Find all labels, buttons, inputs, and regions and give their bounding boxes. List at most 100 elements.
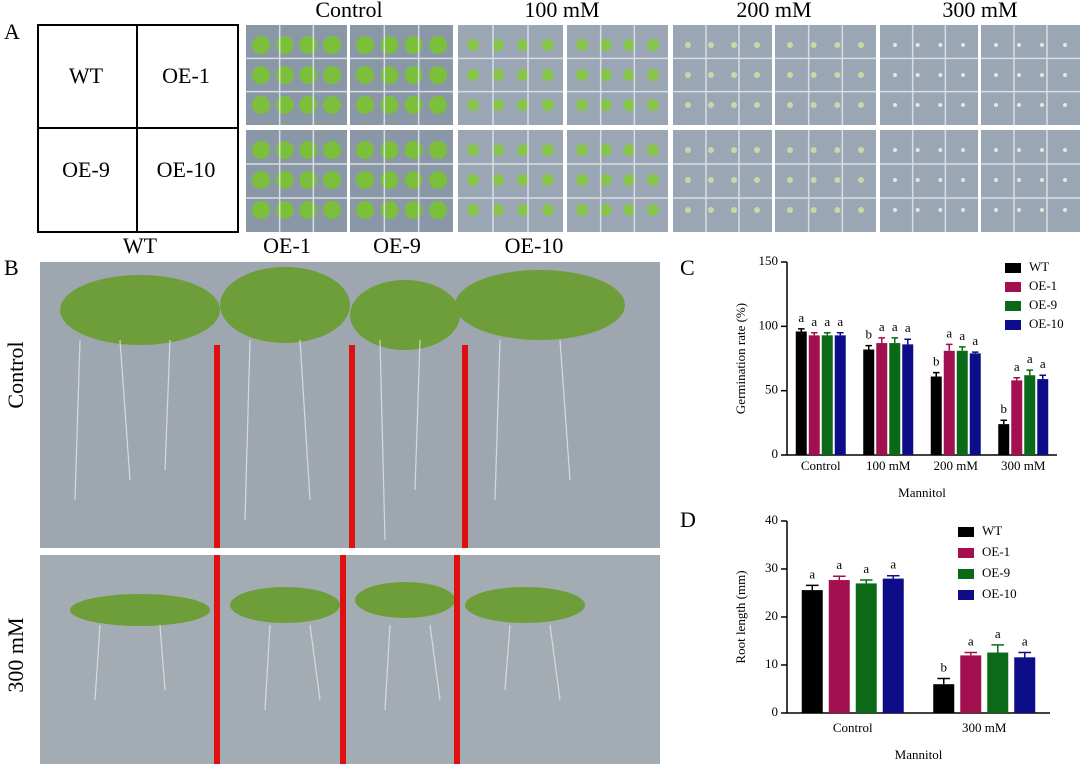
- y-tick-label: 50: [765, 382, 778, 397]
- seedling: [961, 73, 965, 77]
- seedling: [517, 204, 529, 216]
- bar: [943, 350, 955, 455]
- seedling: [492, 144, 504, 156]
- panel-label: D: [680, 507, 696, 532]
- y-tick-label: 100: [759, 317, 779, 332]
- seedling: [299, 36, 318, 54]
- y-tick-label: 30: [765, 560, 778, 575]
- seedling: [858, 147, 864, 153]
- bar: [876, 343, 888, 455]
- error-bar: [937, 677, 951, 685]
- seedling: [810, 102, 817, 108]
- seedling: [323, 171, 341, 189]
- error-bar: [971, 351, 979, 354]
- seedling: [542, 99, 554, 111]
- seedling: [404, 36, 423, 54]
- seedling: [915, 73, 920, 77]
- x-tick-label: 200 mM: [934, 458, 979, 473]
- significance-letter: a: [811, 314, 817, 329]
- significance-letter: b: [1001, 401, 1008, 416]
- y-tick-label: 0: [772, 704, 779, 719]
- x-tick-label: Control: [833, 720, 873, 735]
- seedling: [915, 208, 920, 212]
- legend-swatch: [958, 590, 974, 600]
- bar: [821, 335, 833, 455]
- seedling: [754, 72, 760, 78]
- error-bar: [836, 332, 844, 336]
- seedling: [517, 69, 529, 81]
- seedling: [685, 177, 691, 183]
- y-tick-label: 150: [759, 253, 779, 268]
- seedling: [542, 39, 554, 51]
- seedling: [893, 148, 897, 152]
- seedling: [685, 72, 691, 78]
- error-bar: [991, 644, 1005, 653]
- key-label: OE-9: [62, 157, 110, 182]
- legend-label: OE-1: [982, 544, 1010, 559]
- significance-letter: a: [809, 566, 815, 581]
- plate-photo: [40, 555, 660, 764]
- seedling: [517, 144, 529, 156]
- seedling: [429, 171, 447, 189]
- condition-label: 200 mM: [736, 0, 811, 22]
- seedling: [275, 201, 294, 219]
- legend-label: OE-1: [1029, 278, 1057, 293]
- error-bar: [859, 579, 873, 584]
- seedling: [517, 39, 529, 51]
- seedling: [685, 207, 691, 213]
- seedling: [1063, 73, 1067, 77]
- seedling: [961, 178, 965, 182]
- significance-letter: a: [972, 333, 978, 348]
- seedling: [275, 171, 294, 189]
- seedling: [893, 43, 897, 47]
- seedling: [323, 141, 341, 159]
- treatment-label: Control: [3, 341, 28, 408]
- seedling: [252, 96, 270, 114]
- significance-letter: a: [836, 557, 842, 572]
- seedling: [404, 96, 423, 114]
- line-label: WT: [123, 233, 158, 258]
- seedling: [623, 69, 636, 81]
- significance-letter: a: [892, 319, 898, 334]
- seedling: [787, 147, 793, 153]
- significance-letter: a: [968, 634, 974, 649]
- significance-letter: a: [824, 314, 830, 329]
- seedling: [834, 147, 841, 153]
- seedling: [1017, 73, 1021, 77]
- seedling: [1017, 148, 1021, 152]
- seedling: [754, 207, 760, 213]
- y-tick-label: 10: [765, 656, 778, 671]
- seedling: [1063, 103, 1067, 107]
- seedling: [810, 72, 817, 78]
- seedling: [994, 103, 998, 107]
- seedling: [893, 73, 897, 77]
- seedling: [1017, 208, 1021, 212]
- bar: [1011, 380, 1023, 455]
- seedling: [708, 147, 714, 153]
- legend-label: WT: [1029, 259, 1049, 274]
- legend-swatch: [958, 548, 974, 558]
- seedling: [810, 177, 817, 183]
- seedling: [323, 96, 341, 114]
- legend-swatch: [1005, 301, 1021, 311]
- condition-label: Control: [315, 0, 382, 22]
- seedling: [647, 99, 659, 111]
- bar: [960, 655, 982, 713]
- seedling: [893, 103, 897, 107]
- seedling: [492, 69, 504, 81]
- seedling: [599, 99, 612, 111]
- x-axis-label: Mannitol: [898, 485, 946, 500]
- seedling: [380, 141, 399, 159]
- seedling: [994, 148, 998, 152]
- seedling: [599, 204, 612, 216]
- seedling: [754, 102, 760, 108]
- seedling: [429, 66, 447, 84]
- significance-letter: a: [1027, 351, 1033, 366]
- seedling: [994, 43, 998, 47]
- x-tick-label: 300 mM: [1001, 458, 1046, 473]
- error-bar: [904, 338, 912, 345]
- significance-letter: b: [866, 327, 873, 342]
- seedling: [275, 36, 294, 54]
- seedling: [938, 148, 943, 152]
